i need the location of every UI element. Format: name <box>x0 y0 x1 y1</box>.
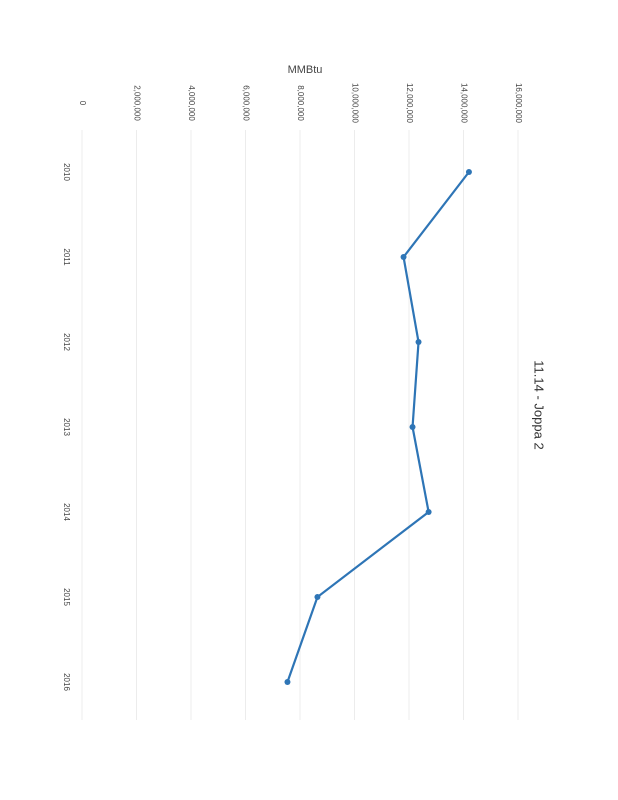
x-tick-label: 2015 <box>62 588 71 606</box>
point <box>415 339 422 345</box>
point <box>400 254 407 260</box>
point <box>465 169 472 175</box>
y-tick-label: 8,000,000 <box>296 85 305 121</box>
x-tick-label: 2012 <box>62 333 71 351</box>
axis-title: MMBtu <box>288 64 323 76</box>
chart-title: 11.14 - Joppa 2 <box>532 360 547 449</box>
x-tick-label: 2011 <box>62 248 71 266</box>
y-tick-label: 0 <box>78 101 87 106</box>
point <box>409 424 416 430</box>
y-tick-label: 16,000,000 <box>514 83 523 124</box>
y-tick-label: 14,000,000 <box>459 83 468 124</box>
x-tick-label: 2016 <box>62 673 71 691</box>
x-tick-label: 2013 <box>62 418 71 436</box>
point <box>314 594 321 600</box>
y-tick-label: 4,000,000 <box>187 85 196 121</box>
x-tick-label: 2014 <box>62 503 71 521</box>
point <box>284 679 291 685</box>
y-tick-label: 2,000,000 <box>132 85 141 121</box>
y-tick-label: 10,000,000 <box>350 83 359 124</box>
point <box>425 509 432 515</box>
line <box>286 171 470 683</box>
y-tick-label: 6,000,000 <box>241 85 250 121</box>
y-tick-label: 12,000,000 <box>405 83 414 124</box>
x-tick-label: 2010 <box>62 163 71 181</box>
